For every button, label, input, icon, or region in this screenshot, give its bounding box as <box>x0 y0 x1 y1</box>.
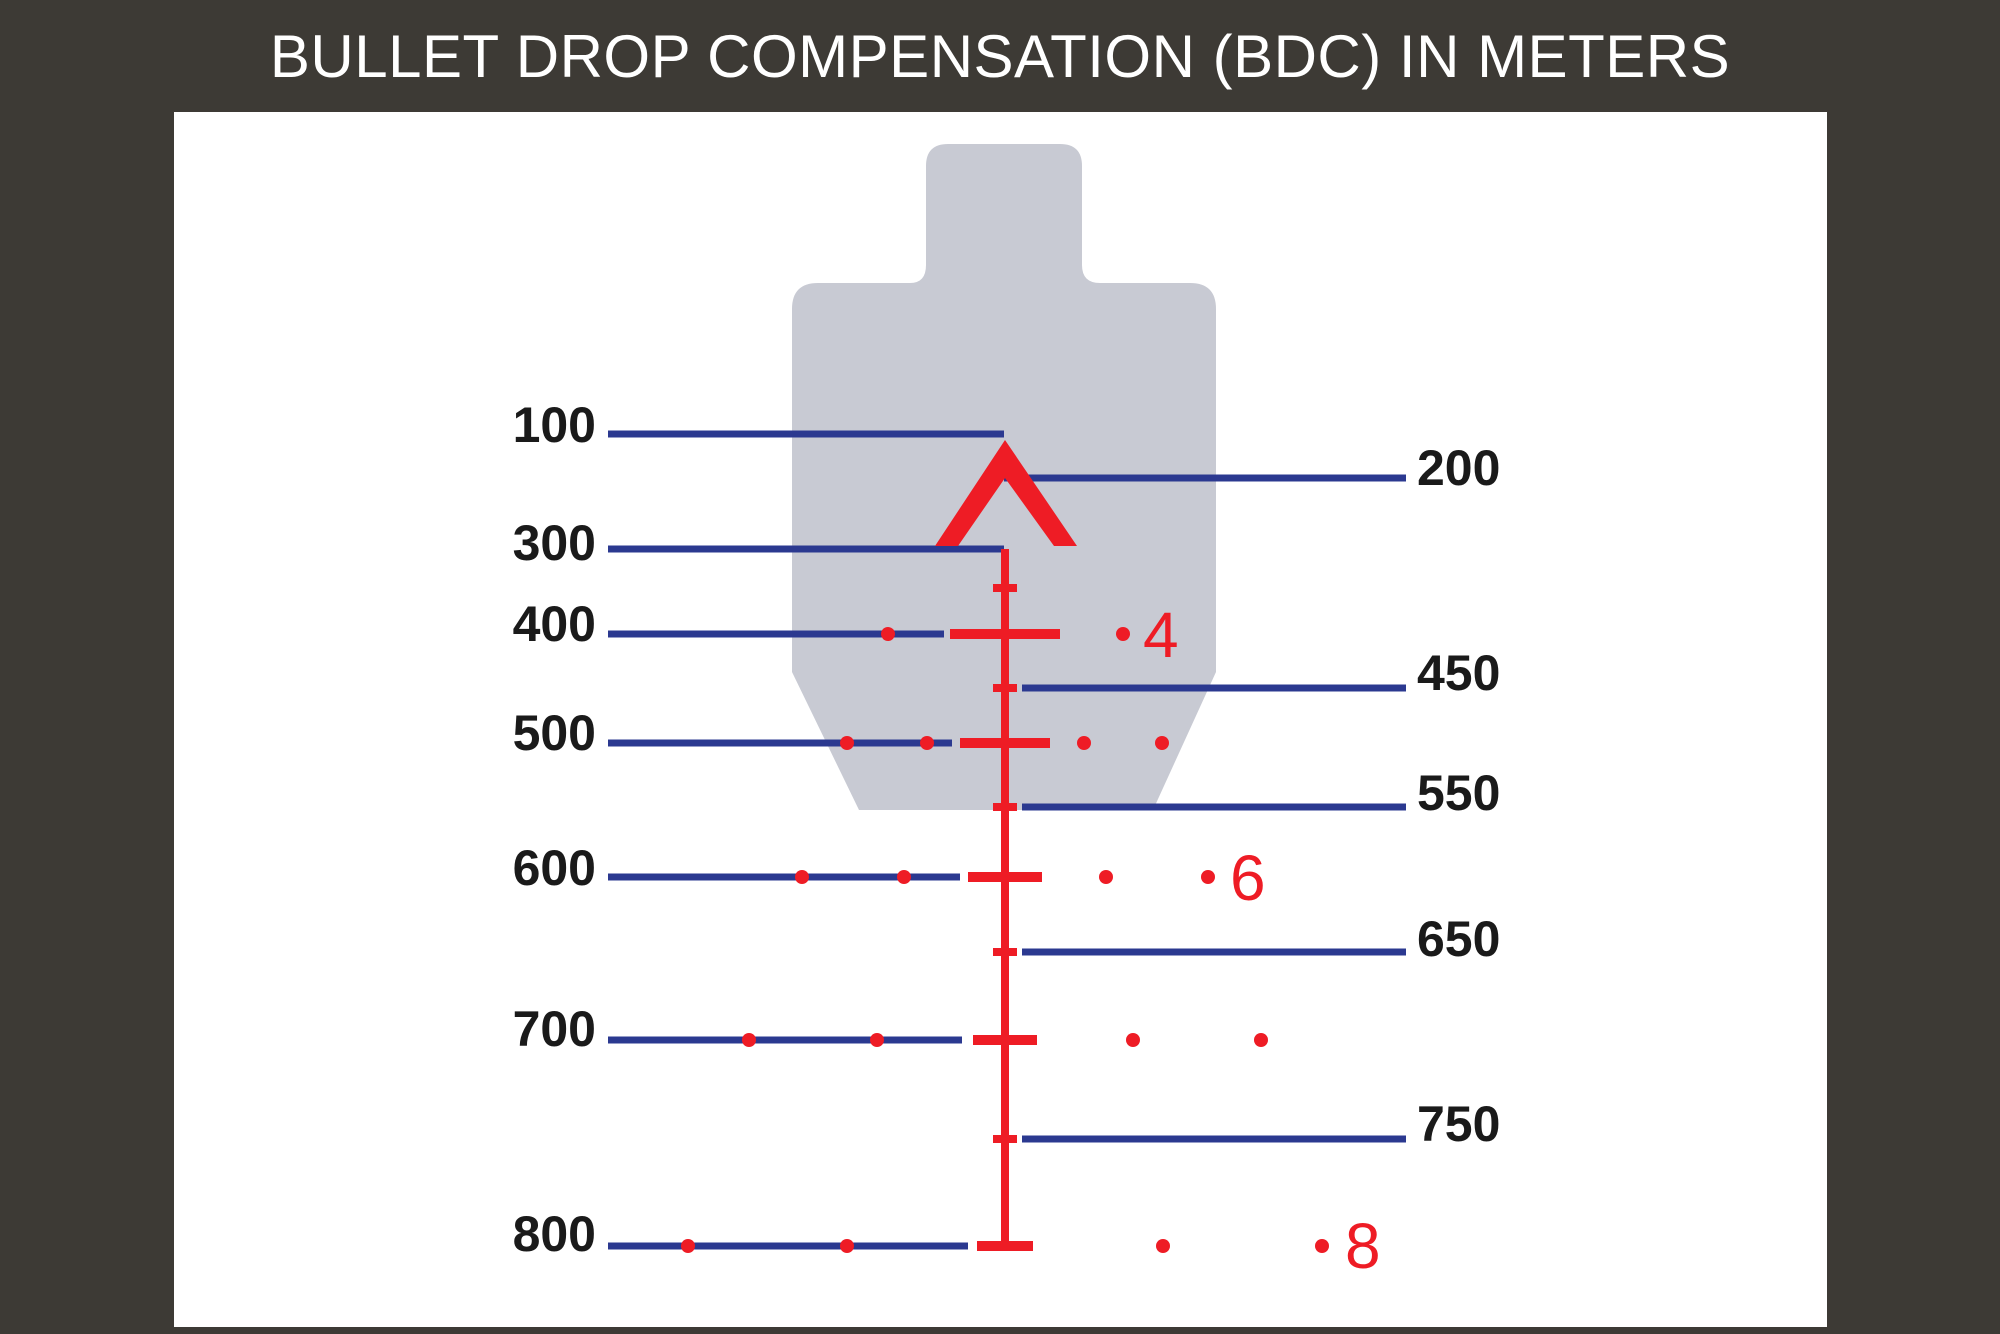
hold-labels: 4 6 8 <box>1143 599 1381 1282</box>
hold-label-6: 6 <box>1230 842 1266 914</box>
range-labels-right: 200 450 550 650 750 <box>1417 440 1500 1152</box>
dot <box>1155 736 1169 750</box>
dot <box>870 1033 884 1047</box>
range-label-550: 550 <box>1417 765 1500 821</box>
range-label-450: 450 <box>1417 645 1500 701</box>
dot <box>1254 1033 1268 1047</box>
range-label-750: 750 <box>1417 1096 1500 1152</box>
range-label-400: 400 <box>513 596 596 652</box>
range-label-100: 100 <box>513 397 596 453</box>
dot <box>795 870 809 884</box>
range-label-650: 650 <box>1417 911 1500 967</box>
chevron-aim-point <box>935 440 1077 546</box>
dot <box>1099 870 1113 884</box>
range-labels-left: 100 300 400 500 600 700 800 <box>513 397 596 1262</box>
hold-label-4: 4 <box>1143 599 1179 671</box>
range-label-800: 800 <box>513 1206 596 1262</box>
dot <box>1201 870 1215 884</box>
dot <box>1156 1239 1170 1253</box>
dot <box>881 627 895 641</box>
diagram-title: BULLET DROP COMPENSATION (BDC) IN METERS <box>269 23 1731 90</box>
dot <box>1077 736 1091 750</box>
reticle <box>681 440 1329 1253</box>
hold-label-8: 8 <box>1345 1210 1381 1282</box>
dot <box>897 870 911 884</box>
range-label-300: 300 <box>513 515 596 571</box>
range-lines <box>608 430 1406 1250</box>
range-label-600: 600 <box>513 840 596 896</box>
dot <box>840 1239 854 1253</box>
dot <box>742 1033 756 1047</box>
windage-dots <box>681 627 1329 1253</box>
dot <box>681 1239 695 1253</box>
range-label-500: 500 <box>513 705 596 761</box>
range-label-700: 700 <box>513 1001 596 1057</box>
range-label-200: 200 <box>1417 440 1500 496</box>
dot <box>920 736 934 750</box>
dot <box>1116 627 1130 641</box>
dot <box>1126 1033 1140 1047</box>
dot <box>1315 1239 1329 1253</box>
dot <box>840 736 854 750</box>
